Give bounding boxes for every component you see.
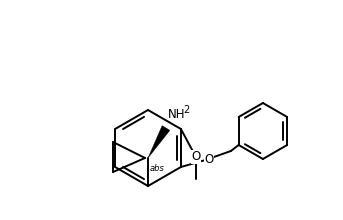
Text: O: O (191, 150, 201, 163)
Text: 2: 2 (183, 105, 189, 115)
Text: O: O (204, 152, 214, 165)
Text: abs: abs (150, 164, 165, 173)
Polygon shape (148, 126, 170, 158)
Text: NH: NH (168, 108, 186, 121)
